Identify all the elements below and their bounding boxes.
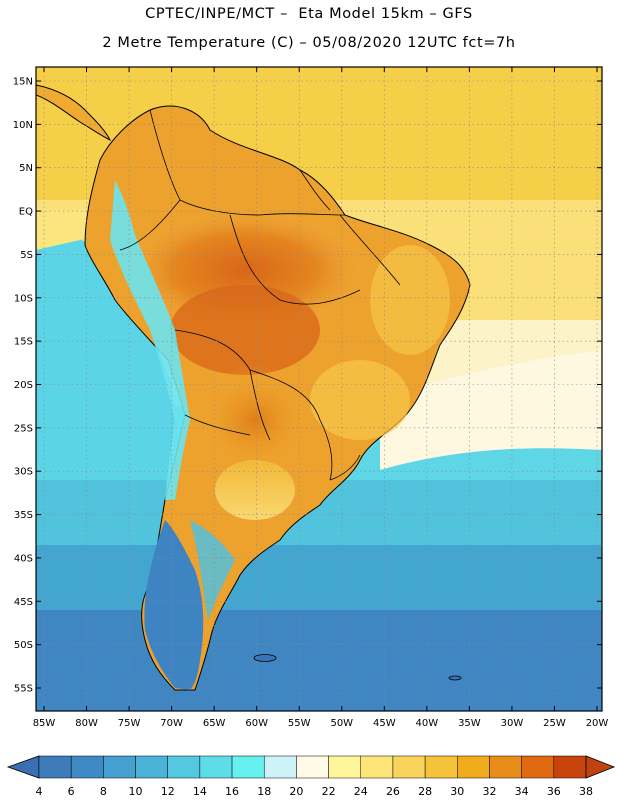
central-america-land: [36, 84, 112, 142]
lon-label: 70W: [160, 718, 183, 729]
colorbar-label: 12: [161, 785, 175, 798]
ocean-south-band-3: [36, 610, 602, 711]
lat-label: 10N: [13, 120, 33, 131]
colorbar-swatch: [489, 755, 522, 779]
colorbar-swatch: [135, 755, 168, 779]
colorbar-label: 8: [100, 785, 107, 798]
lon-label: 85W: [33, 718, 56, 729]
colorbar-label: 24: [354, 785, 368, 798]
lon-label: 60W: [245, 718, 268, 729]
lon-label: 35W: [458, 718, 481, 729]
colorbar-label: 34: [515, 785, 529, 798]
amazon-hot-core: [125, 210, 365, 330]
mato-grosso-hot-core: [170, 285, 320, 375]
southeast-brazil-warm: [310, 360, 410, 440]
colorbar-label: 30: [450, 785, 464, 798]
lat-label: 15N: [13, 77, 33, 88]
longitude-axis: 85W 80W 75W 70W 65W 60W 55W 50W 45W 40W 35W 30W 25W 2…: [33, 67, 609, 729]
lat-label: 5S: [20, 250, 33, 261]
colorbar-label: 10: [129, 785, 143, 798]
lat-label: 15S: [14, 337, 33, 348]
colorbar-swatch: [521, 755, 555, 779]
lon-label: 20W: [586, 718, 609, 729]
colorbar-swatch: [263, 755, 297, 779]
chaco-hot-core: [195, 365, 315, 475]
lon-label: 80W: [75, 718, 98, 729]
colorbar-swatch: [457, 755, 490, 779]
colorbar-label: 16: [225, 785, 239, 798]
lon-label: 75W: [118, 718, 141, 729]
pacific-cool-region: [36, 234, 180, 480]
lon-label: 45W: [373, 718, 396, 729]
map-frame: [36, 67, 602, 711]
colorbar-label: 4: [36, 785, 43, 798]
colorbar-swatch: [328, 755, 362, 779]
colorbar-swatch: [70, 755, 104, 779]
colorbar-label: 22: [322, 785, 336, 798]
lat-label: 5N: [19, 163, 33, 174]
lon-label: 65W: [203, 718, 226, 729]
latitude-axis: 15N 10N 5N EQ 5S 10S 15S 20S 25S 30S 35S 40S 45S 50S 5…: [13, 77, 602, 695]
falkland-islands: [253, 654, 277, 662]
lat-label: 10S: [14, 293, 33, 304]
temperature-colorbar: 4 6 8 10 12 14 16 18 20 22 24 26 28 30 32 34 36 38: [6, 755, 616, 798]
colorbar-label: 14: [193, 785, 207, 798]
colorbar-label: 32: [482, 785, 496, 798]
lat-label: EQ: [19, 207, 33, 218]
colorbar-label: 36: [547, 785, 561, 798]
lat-label: 30S: [14, 467, 33, 478]
colorbar-swatch: [199, 755, 233, 779]
lat-label: 55S: [14, 684, 33, 695]
patagonia-cold-region: [144, 520, 204, 690]
lat-lon-grid: [36, 67, 602, 711]
lat-label: 25S: [14, 423, 33, 434]
colorbar-label: 18: [257, 785, 271, 798]
atlantic-warm-region: [380, 350, 602, 470]
lon-label: 30W: [501, 718, 524, 729]
colorbar-label: 28: [418, 785, 432, 798]
colorbar-swatch: [296, 755, 329, 779]
colorbar-swatch: [424, 755, 458, 779]
colorbar-swatch: [392, 755, 426, 779]
colorbar-swatch: [231, 755, 265, 779]
northeast-brazil-warm: [370, 245, 450, 355]
lat-label: 40S: [14, 553, 33, 564]
colorbar-label: 20: [289, 785, 303, 798]
lat-label: 35S: [14, 510, 33, 521]
lon-label: 55W: [288, 718, 311, 729]
map-border: [35, 66, 603, 712]
colorbar-label: 26: [386, 785, 400, 798]
colorbar-label: 6: [68, 785, 75, 798]
colorbar-swatch: [167, 755, 201, 779]
south-georgia-island: [448, 675, 462, 681]
lon-label: 40W: [416, 718, 439, 729]
chart-title-line-1: CPTEC/INPE/MCT – Eta Model 15km – GFS: [145, 6, 473, 22]
colorbar-swatch: [103, 755, 136, 779]
colorbar-swatch: [38, 755, 72, 779]
lon-label: 50W: [330, 718, 353, 729]
patagonia-mid-region: [190, 520, 235, 620]
ocean-south-band-2: [36, 545, 602, 615]
andes-cold-ridge: [110, 180, 190, 500]
colorbar-high-arrow: [585, 755, 616, 779]
colorbar-label: 38: [579, 785, 593, 798]
pampa-warm-region: [215, 460, 295, 520]
lon-label: 25W: [543, 718, 566, 729]
colorbar-low-arrow: [6, 755, 40, 779]
chart-title-line-2: 2 Metre Temperature (C) – 05/08/2020 12U…: [102, 35, 516, 51]
colorbar-swatch: [360, 755, 394, 779]
colorbar-swatch: [553, 755, 587, 779]
lat-label: 20S: [14, 380, 33, 391]
lat-label: 50S: [14, 640, 33, 651]
lat-label: 45S: [14, 597, 33, 608]
